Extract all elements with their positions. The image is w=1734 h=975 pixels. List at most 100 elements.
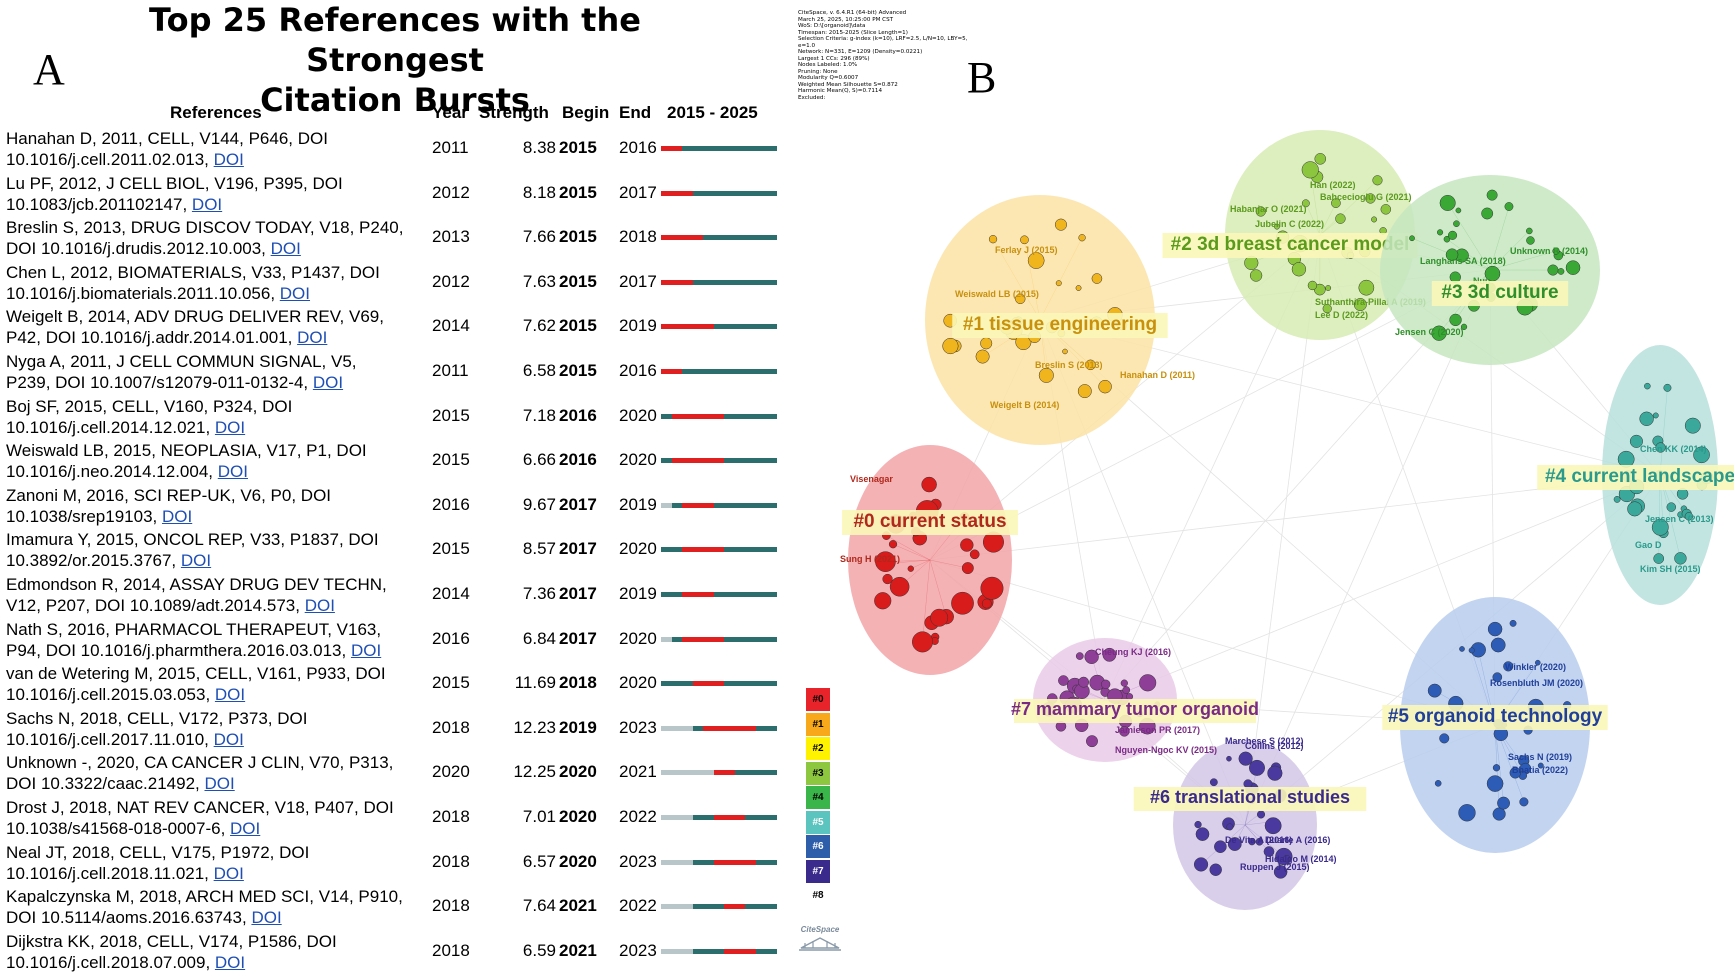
network-node[interactable] — [1195, 827, 1210, 841]
network-node[interactable] — [1434, 780, 1442, 787]
network-node[interactable] — [1244, 255, 1259, 270]
network-node[interactable] — [1255, 837, 1264, 846]
doi-link[interactable]: DOI — [350, 640, 382, 660]
doi-link[interactable]: DOI — [214, 952, 246, 972]
network-node[interactable] — [1371, 216, 1378, 223]
network-node[interactable] — [1325, 285, 1332, 291]
network-node[interactable] — [882, 573, 893, 585]
network-node[interactable] — [1273, 865, 1288, 879]
network-node[interactable] — [1274, 223, 1280, 230]
network-node[interactable] — [1537, 762, 1544, 769]
network-node[interactable] — [1526, 236, 1535, 245]
network-node[interactable] — [1122, 686, 1131, 694]
network-node[interactable] — [1102, 647, 1117, 662]
network-node[interactable] — [1075, 652, 1084, 660]
network-node[interactable] — [1015, 293, 1026, 305]
network-node[interactable] — [1372, 175, 1383, 186]
network-node[interactable] — [1486, 189, 1498, 201]
network-node[interactable] — [1557, 268, 1565, 275]
network-node[interactable] — [960, 538, 974, 552]
network-node[interactable] — [1459, 646, 1465, 652]
network-node[interactable] — [1504, 202, 1514, 211]
network-node[interactable] — [1655, 442, 1666, 453]
network-node[interactable] — [1449, 313, 1462, 327]
network-node[interactable] — [1492, 672, 1503, 682]
network-node[interactable] — [1054, 218, 1067, 231]
network-node[interactable] — [1027, 252, 1045, 269]
doi-link[interactable]: DOI — [214, 417, 246, 437]
network-node[interactable] — [1353, 298, 1367, 312]
network-node[interactable] — [1509, 767, 1521, 779]
network-node[interactable] — [1445, 248, 1459, 261]
network-node[interactable] — [1490, 637, 1506, 653]
network-node[interactable] — [951, 591, 974, 615]
network-node[interactable] — [975, 349, 990, 364]
network-node[interactable] — [1629, 434, 1643, 448]
network-node[interactable] — [980, 337, 993, 350]
network-node[interactable] — [930, 608, 949, 627]
doi-link[interactable]: DOI — [213, 863, 244, 883]
network-node[interactable] — [1331, 198, 1341, 208]
network-node[interactable] — [1283, 854, 1291, 863]
network-node[interactable] — [921, 476, 937, 493]
network-node[interactable] — [1193, 857, 1209, 872]
network-node[interactable] — [1335, 213, 1346, 224]
network-node[interactable] — [981, 598, 992, 609]
network-node[interactable] — [1468, 647, 1475, 654]
network-node[interactable] — [1492, 764, 1501, 772]
network-node[interactable] — [1365, 193, 1376, 204]
network-node[interactable] — [1492, 807, 1506, 821]
network-node[interactable] — [1497, 796, 1510, 810]
network-node[interactable] — [1227, 837, 1242, 851]
network-node[interactable] — [1267, 765, 1283, 781]
network-node[interactable] — [1380, 204, 1392, 215]
network-node[interactable] — [1460, 323, 1468, 330]
network-node[interactable] — [1091, 273, 1103, 284]
doi-link[interactable]: DOI — [297, 328, 328, 348]
network-node[interactable] — [1503, 661, 1514, 672]
network-node[interactable] — [1617, 450, 1635, 468]
network-node[interactable] — [1139, 674, 1157, 692]
network-node[interactable] — [1358, 279, 1375, 296]
network-node[interactable] — [1439, 194, 1456, 211]
network-node[interactable] — [980, 576, 1004, 600]
network-node[interactable] — [1443, 235, 1451, 243]
network-node[interactable] — [1077, 384, 1092, 399]
network-node[interactable] — [1255, 206, 1266, 217]
network-node[interactable] — [1120, 679, 1128, 687]
network-node[interactable] — [1038, 367, 1054, 383]
network-node[interactable] — [1226, 755, 1232, 762]
network-node[interactable] — [969, 549, 980, 560]
network-node[interactable] — [1519, 797, 1529, 807]
network-node[interactable] — [1565, 260, 1581, 275]
network-node[interactable] — [1487, 621, 1503, 637]
network-node[interactable] — [1238, 751, 1253, 766]
network-node[interactable] — [1453, 220, 1460, 228]
network-node[interactable] — [1194, 820, 1202, 829]
doi-link[interactable]: DOI — [214, 685, 246, 705]
network-node[interactable] — [1509, 619, 1517, 627]
network-node[interactable] — [1209, 863, 1222, 876]
network-node[interactable] — [1481, 207, 1494, 220]
network-node[interactable] — [1693, 446, 1710, 464]
network-node[interactable] — [1439, 733, 1450, 744]
network-node[interactable] — [1676, 488, 1689, 500]
network-node[interactable] — [1075, 285, 1082, 291]
network-node[interactable] — [1526, 227, 1533, 235]
doi-link[interactable]: DOI — [161, 506, 193, 526]
network-node[interactable] — [988, 235, 998, 244]
network-node[interactable] — [1651, 518, 1669, 536]
network-node[interactable] — [1249, 759, 1265, 776]
doi-link[interactable]: DOI — [191, 194, 223, 214]
doi-link[interactable]: DOI — [230, 819, 261, 838]
doi-link[interactable]: DOI — [251, 908, 282, 928]
doi-link[interactable]: DOI — [217, 462, 248, 482]
network-node[interactable] — [1020, 235, 1029, 245]
network-node[interactable] — [874, 592, 892, 610]
network-node[interactable] — [1684, 512, 1694, 521]
network-node[interactable] — [1301, 161, 1319, 179]
network-node[interactable] — [1209, 778, 1218, 787]
network-node[interactable] — [1307, 280, 1318, 291]
network-node[interactable] — [1663, 383, 1672, 392]
doi-link[interactable]: DOI — [213, 729, 244, 749]
